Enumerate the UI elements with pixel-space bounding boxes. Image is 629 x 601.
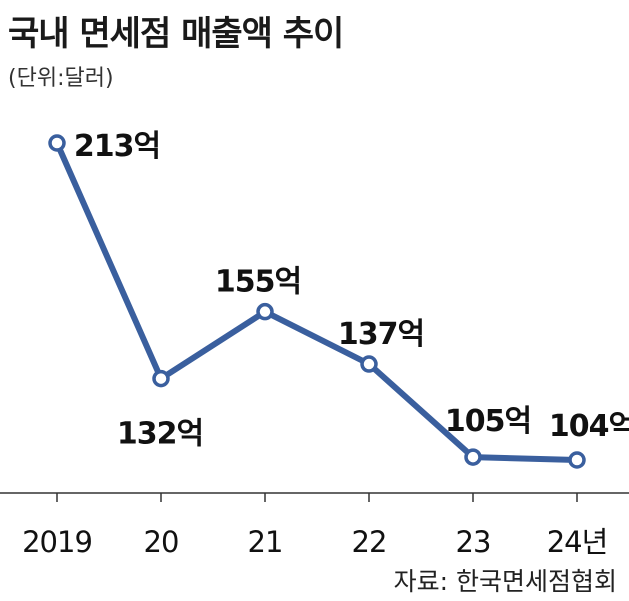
- x-tick-label: 23: [456, 525, 491, 559]
- series-line: [54, 140, 580, 463]
- data-point: [464, 448, 482, 466]
- data-point: [256, 302, 274, 321]
- x-tick-labels: 2019 20 21 22 23 24년: [22, 525, 608, 559]
- x-tick-label: 24년: [547, 525, 608, 559]
- data-point: [48, 134, 66, 152]
- data-label: 104억: [549, 409, 629, 444]
- data-point: [568, 451, 586, 469]
- data-label: 137억: [338, 317, 424, 352]
- data-points: [48, 134, 586, 469]
- chart-title: 국내 면세점 매출액 추이: [8, 14, 344, 54]
- x-tick-label: 20: [144, 525, 179, 559]
- x-ticks: [56, 493, 578, 502]
- data-label: 213억: [74, 129, 160, 164]
- data-label: 105억: [445, 404, 531, 439]
- data-label: 132억: [117, 417, 203, 452]
- data-labels: 213억 132억 155억 137억 105억 104억: [74, 129, 629, 452]
- data-label: 155억: [215, 265, 301, 300]
- unit-note: (단위:달러): [8, 66, 114, 91]
- source-note: 자료: 한국면세점협회: [393, 567, 617, 596]
- data-point: [152, 369, 170, 388]
- x-tick-label: 22: [352, 525, 387, 559]
- data-point: [360, 355, 378, 373]
- x-tick-label: 2019: [22, 525, 92, 559]
- x-tick-label: 21: [248, 525, 283, 559]
